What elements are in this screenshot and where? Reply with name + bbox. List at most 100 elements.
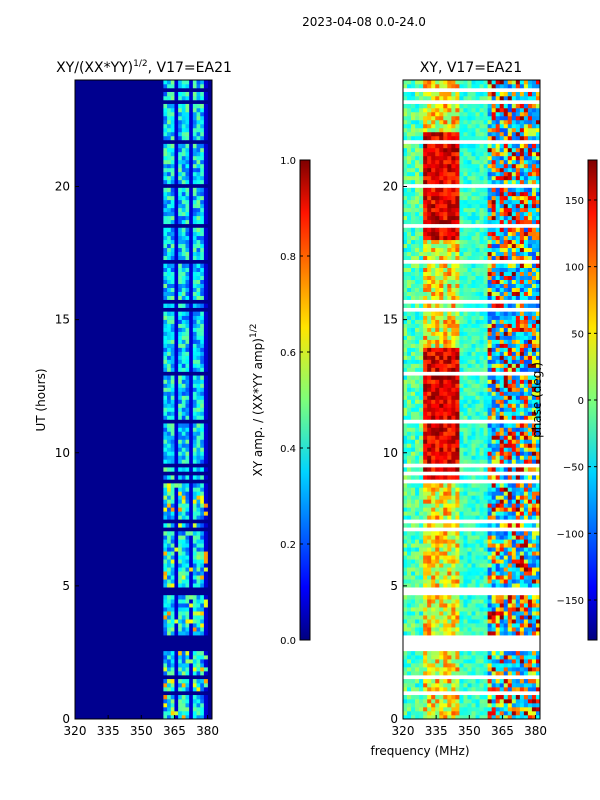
right-heatmap-cell	[483, 539, 488, 544]
right-heatmap-cell	[507, 467, 513, 472]
left-heatmap-cell	[200, 143, 205, 149]
right-heatmap-cell	[483, 483, 488, 488]
right-heatmap-cell	[523, 291, 529, 296]
left-heatmap-cell	[170, 327, 175, 332]
right-heatmap-cell	[475, 395, 480, 400]
left-heatmap-cell	[174, 551, 179, 556]
left-heatmap-cell	[181, 583, 186, 588]
right-heatmap-cell	[499, 655, 505, 660]
right-heatmap-cell	[523, 331, 529, 336]
right-heatmap-cell	[451, 387, 456, 392]
right-heatmap-cell	[475, 575, 480, 580]
right-heatmap-cell	[447, 443, 452, 448]
left-heatmap-cell	[163, 315, 168, 320]
right-heatmap-cell	[479, 311, 484, 316]
right-heatmap-cell	[483, 347, 488, 352]
right-heatmap-cell	[479, 455, 484, 460]
right-heatmap-cell	[483, 491, 488, 496]
right-heatmap-cell	[483, 651, 488, 656]
left-heatmap-cell	[200, 80, 205, 85]
right-heatmap-cell	[447, 503, 452, 508]
right-heatmap-cell	[415, 423, 420, 428]
right-heatmap-cell	[535, 263, 540, 269]
right-heatmap-cell	[455, 403, 460, 408]
right-heatmap-cell	[419, 331, 424, 336]
right-heatmap-cell	[503, 355, 509, 360]
left-heatmap-cell	[167, 631, 172, 636]
right-heatmap-cell	[403, 655, 408, 660]
right-heatmap-cell	[515, 511, 521, 516]
right-heatmap-cell	[443, 503, 448, 508]
right-heatmap-cell	[443, 659, 448, 664]
right-heatmap-cell	[447, 523, 452, 528]
right-heatmap-cell	[407, 395, 412, 400]
right-heatmap-cell	[523, 671, 529, 676]
right-heatmap-cell	[475, 303, 480, 308]
left-heatmap-cell	[181, 627, 186, 632]
left-heatmap-cell	[196, 595, 201, 600]
right-heatmap-cell	[403, 447, 408, 452]
left-heatmap-cell	[163, 411, 168, 416]
left-heatmap-cell	[200, 667, 205, 672]
left-heatmap-cell	[185, 127, 190, 133]
left-heatmap-cell	[185, 567, 190, 572]
right-heatmap-cell	[459, 343, 464, 348]
right-heatmap-cell	[459, 379, 464, 384]
left-heatmap-cell	[196, 199, 201, 205]
left-heatmap-cell	[196, 207, 201, 213]
right-heatmap-cell	[407, 711, 412, 716]
right-heatmap-cell	[483, 343, 488, 348]
right-heatmap-cell	[523, 555, 529, 560]
left-heatmap-cell	[178, 619, 183, 624]
right-heatmap-cell	[455, 399, 460, 404]
right-heatmap-cell	[427, 475, 432, 480]
left-heatmap-cell	[178, 567, 183, 572]
right-heatmap-cell	[427, 487, 432, 492]
left-heatmap-cell	[170, 331, 175, 336]
right-heatmap-cell	[475, 583, 480, 588]
right-heatmap-cell	[447, 375, 452, 380]
right-heatmap-cell	[483, 555, 488, 560]
right-heatmap-cell	[487, 323, 492, 328]
left-heatmap-cell	[196, 375, 201, 380]
right-heatmap-cell	[427, 375, 432, 380]
right-heatmap-cell	[515, 459, 521, 464]
left-heatmap-cell	[181, 131, 186, 137]
right-heatmap-cell	[447, 347, 452, 352]
right-heatmap-cell	[495, 335, 501, 340]
right-heatmap-cell	[455, 475, 460, 480]
left-heatmap-cell	[200, 355, 205, 360]
left-heatmap-cell	[174, 575, 179, 580]
right-heatmap-cell	[415, 535, 420, 540]
right-heatmap-cell	[435, 287, 440, 292]
left-heatmap-cell	[163, 83, 168, 89]
right-heatmap-cell	[511, 595, 517, 600]
right-heatmap-cell	[451, 399, 456, 404]
right-heatmap-cell	[419, 275, 424, 280]
right-heatmap-cell	[511, 487, 517, 492]
left-heatmap-cell	[192, 235, 197, 241]
left-heatmap-cell	[200, 271, 205, 276]
right-heatmap-cell	[503, 715, 509, 719]
right-heatmap-cell	[515, 367, 521, 372]
left-heatmap-cell	[178, 235, 183, 241]
right-heatmap-cell	[483, 395, 488, 400]
right-heatmap-cell	[495, 443, 501, 448]
right-heatmap-cell	[507, 315, 513, 320]
right-heatmap-cell	[503, 599, 509, 604]
left-heatmap-cell	[185, 511, 190, 516]
right-heatmap-cell	[483, 315, 488, 320]
right-heatmap-cell	[447, 543, 452, 548]
right-heatmap-cell	[407, 423, 412, 428]
right-heatmap-cell	[471, 495, 476, 500]
right-heatmap-cell	[459, 683, 464, 688]
right-heatmap-cell	[439, 351, 444, 356]
right-heatmap-cell	[447, 663, 452, 668]
right-heatmap-cell	[403, 355, 408, 360]
right-heatmap-cell	[499, 703, 505, 708]
left-heatmap-cell	[185, 707, 190, 712]
right-heatmap-cell	[519, 271, 525, 276]
right-heatmap-cell	[443, 687, 448, 692]
right-heatmap-cell	[519, 451, 525, 456]
left-heatmap-cell	[163, 563, 168, 568]
